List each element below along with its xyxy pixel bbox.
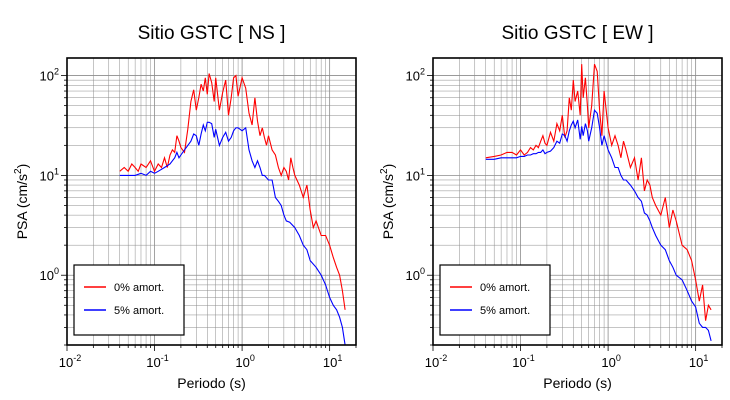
legend: 0% amort. 5% amort. (439, 264, 551, 336)
x-tick-label: 100 (235, 353, 254, 370)
y-axis-label: PSA (cm/s2) (379, 164, 396, 240)
x-tick-label: 10-2 (59, 353, 81, 370)
x-tick-label: 10-2 (425, 353, 447, 370)
x-axis-label: Periodo (s) (177, 375, 245, 391)
series-line-damped (485, 108, 712, 342)
plot-frame (432, 57, 723, 346)
series-line-undamped (485, 64, 712, 321)
x-tick-label: 100 (601, 353, 620, 370)
plot-frame (66, 57, 357, 346)
legend-box (439, 264, 551, 336)
y-tick-label: 100 (40, 266, 59, 283)
y-tick-label: 102 (40, 67, 59, 84)
legend-label: 0% amort. (480, 282, 530, 294)
y-axis-label: PSA (cm/s2) (13, 164, 30, 240)
series-line-undamped (119, 73, 346, 310)
x-tick-label: 101 (323, 353, 342, 370)
x-tick-label: 101 (689, 353, 708, 370)
chart-panel-1: Sitio GSTC [ NS ] 10-2 10-1 100 101 100 101 102… (13, 23, 357, 391)
legend-label: 0% amort. (114, 282, 164, 294)
y-tick-label: 101 (406, 166, 425, 183)
x-axis-label: Periodo (s) (543, 375, 611, 391)
chart-title: Sitio GSTC [ EW ] (501, 23, 653, 44)
series-line-damped (119, 121, 346, 346)
y-tick-label: 102 (406, 67, 425, 84)
chart-panel-2: Sitio GSTC [ EW ] 10-2 10-1 100 101 100 101 102… (379, 23, 723, 391)
x-tick-label: 10-1 (512, 353, 534, 370)
legend-label: 5% amort. (480, 305, 530, 317)
legend: 0% amort. 5% amort. (73, 264, 185, 336)
grid (66, 58, 357, 346)
legend-label: 5% amort. (114, 305, 164, 317)
chart-title: Sitio GSTC [ NS ] (138, 23, 286, 44)
x-tick-label: 10-1 (146, 353, 168, 370)
legend-box (73, 264, 185, 336)
y-tick-label: 100 (406, 266, 425, 283)
y-tick-label: 101 (40, 166, 59, 183)
